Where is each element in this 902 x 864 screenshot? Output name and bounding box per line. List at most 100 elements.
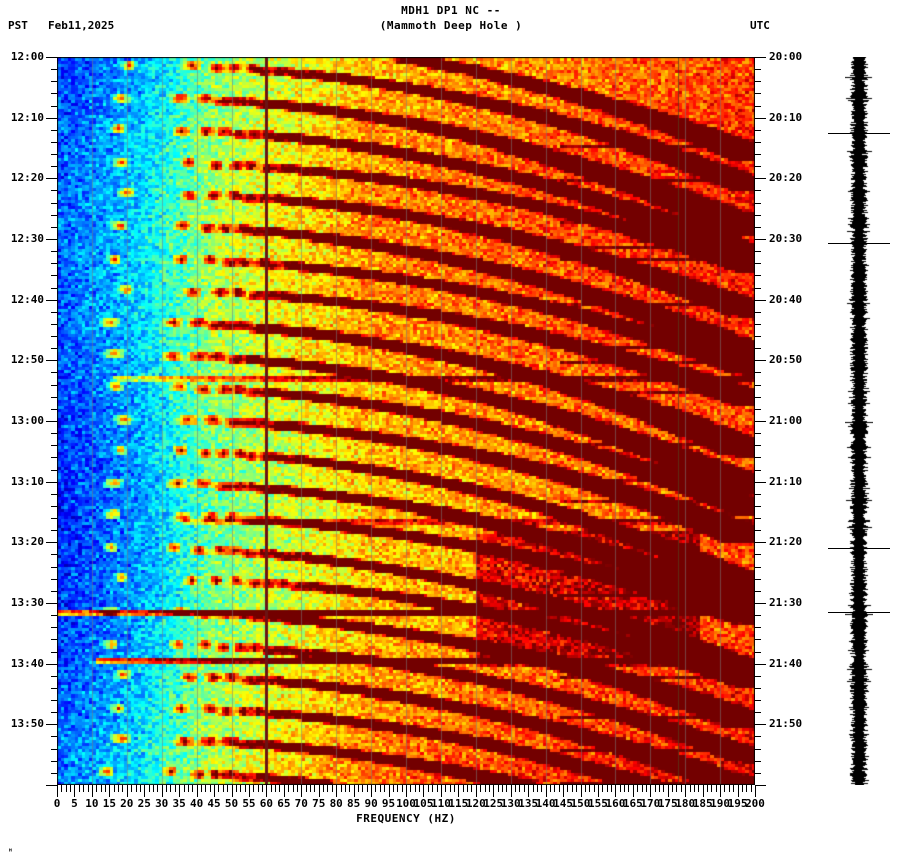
x-tick-label: 5 — [71, 797, 78, 810]
x-tick-major — [249, 785, 250, 797]
x-tick-label: 0 — [53, 797, 61, 810]
x-tick-label: 110 — [430, 797, 451, 810]
x-tick-minor — [105, 785, 106, 792]
y-tick-major-right — [755, 482, 766, 483]
y-tick-major-right — [755, 603, 766, 604]
y-tick-minor-left — [51, 700, 57, 701]
x-tick-minor — [122, 785, 123, 792]
x-tick-minor — [380, 785, 381, 792]
x-tick-minor — [410, 785, 411, 792]
x-tick-minor — [628, 785, 629, 792]
y-tick-major-left — [46, 118, 57, 119]
x-tick-label: 145 — [553, 797, 573, 810]
x-tick-label: 10 — [85, 797, 99, 810]
y-tick-major-left — [46, 482, 57, 483]
x-tick-label: 175 — [657, 797, 678, 810]
x-tick-minor — [279, 785, 280, 792]
x-tick-minor — [463, 785, 464, 792]
x-tick-major — [458, 785, 459, 797]
x-tick-label: 195 — [727, 797, 748, 810]
y-tick-minor-right — [755, 251, 761, 252]
x-tick-label: 45 — [207, 797, 221, 810]
x-tick-minor — [637, 785, 638, 792]
x-tick-minor — [607, 785, 608, 792]
x-tick-minor — [646, 785, 647, 792]
x-tick-minor — [236, 785, 237, 792]
y-tick-minor-right — [755, 773, 761, 774]
y-tick-label-pst: 12:00 — [10, 50, 44, 63]
x-tick-minor — [293, 785, 294, 792]
x-tick-minor — [498, 785, 499, 792]
x-tick-minor — [533, 785, 534, 792]
x-tick-minor — [729, 785, 730, 792]
x-tick-minor — [96, 785, 97, 792]
x-tick-minor — [515, 785, 516, 792]
y-tick-minor-right — [755, 142, 761, 143]
x-tick-minor — [550, 785, 551, 792]
y-tick-minor-right — [755, 348, 761, 349]
y-tick-minor-left — [51, 567, 57, 568]
x-tick-minor — [258, 785, 259, 792]
y-tick-minor-left — [51, 409, 57, 410]
y-tick-major-left — [46, 300, 57, 301]
y-tick-minor-left — [51, 166, 57, 167]
x-tick-minor — [428, 785, 429, 792]
y-tick-minor-right — [755, 615, 761, 616]
x-tick-minor — [314, 785, 315, 792]
y-tick-label-pst: 13:40 — [10, 657, 44, 670]
x-tick-label: 50 — [224, 797, 239, 810]
y-tick-minor-left — [51, 688, 57, 689]
x-tick-minor — [611, 785, 612, 792]
y-tick-minor-right — [755, 397, 761, 398]
x-tick-minor — [192, 785, 193, 792]
x-tick-minor — [114, 785, 115, 792]
spectrogram-plot[interactable] — [57, 57, 755, 785]
x-tick-minor — [554, 785, 555, 792]
x-tick-major — [284, 785, 285, 797]
x-tick-minor — [70, 785, 71, 792]
y-tick-minor-right — [755, 676, 761, 677]
x-tick-label: 105 — [413, 797, 434, 810]
y-tick-minor-left — [51, 457, 57, 458]
x-tick-major — [476, 785, 477, 797]
x-tick-label: 100 — [396, 797, 416, 810]
x-tick-minor — [724, 785, 725, 792]
x-tick-minor — [589, 785, 590, 792]
corner-mark: ᴴ — [8, 847, 13, 856]
y-tick-major-right — [755, 542, 766, 543]
x-tick-label: 40 — [189, 797, 204, 810]
x-tick-label: 65 — [277, 797, 291, 810]
x-tick-minor — [140, 785, 141, 792]
x-tick-minor — [345, 785, 346, 792]
y-tick-minor-left — [51, 190, 57, 191]
x-tick-major — [581, 785, 582, 797]
y-tick-minor-left — [51, 251, 57, 252]
x-tick-minor — [415, 785, 416, 792]
x-tick-minor — [698, 785, 699, 792]
x-tick-major — [755, 785, 756, 797]
y-tick-minor-right — [755, 579, 761, 580]
spectrogram-canvas — [57, 57, 755, 785]
x-tick-minor — [210, 785, 211, 792]
y-tick-minor-right — [755, 688, 761, 689]
y-tick-minor-right — [755, 275, 761, 276]
y-tick-major-left — [46, 178, 57, 179]
y-tick-minor-left — [51, 336, 57, 337]
y-tick-minor-right — [755, 215, 761, 216]
y-tick-label-utc: 21:40 — [769, 657, 803, 670]
x-tick-label: 170 — [640, 797, 661, 810]
x-tick-major — [598, 785, 599, 797]
x-tick-minor — [659, 785, 660, 792]
x-tick-minor — [201, 785, 202, 792]
y-tick-minor-left — [51, 554, 57, 555]
y-tick-minor-left — [51, 579, 57, 580]
y-tick-minor-right — [755, 227, 761, 228]
y-tick-minor-left — [51, 81, 57, 82]
y-tick-major-left — [46, 603, 57, 604]
x-tick-minor — [349, 785, 350, 792]
y-tick-minor-left — [51, 639, 57, 640]
x-tick-major — [354, 785, 355, 797]
x-tick-minor — [323, 785, 324, 792]
x-tick-minor — [136, 785, 137, 792]
y-tick-minor-right — [755, 749, 761, 750]
